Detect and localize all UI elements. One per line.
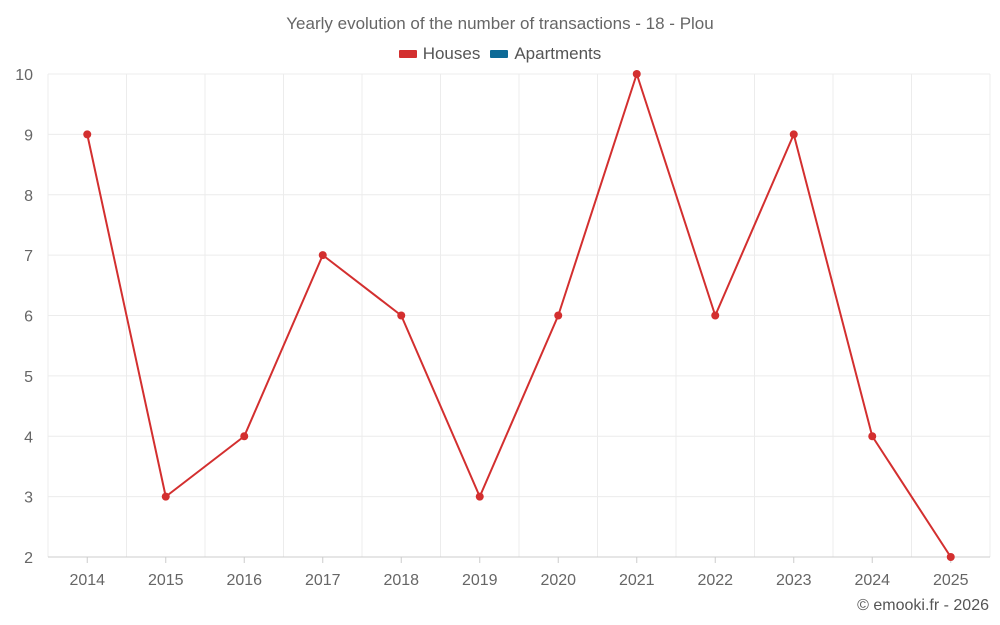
data-point-houses-2015 xyxy=(161,492,170,501)
legend-item-apartments[interactable]: Apartments xyxy=(490,44,601,64)
y-tick-label: 7 xyxy=(24,248,33,265)
series-line-houses xyxy=(86,73,952,558)
x-tick-label: 2014 xyxy=(69,572,105,589)
data-point-houses-2018 xyxy=(397,311,406,320)
x-tick-label: 2020 xyxy=(540,572,576,589)
x-tick-label: 2018 xyxy=(383,572,419,589)
legend-label-houses: Houses xyxy=(422,44,481,63)
y-tick-label: 6 xyxy=(24,309,33,326)
data-point-houses-2025 xyxy=(946,553,955,561)
y-tick-label: 9 xyxy=(24,127,33,144)
x-tick-label: 2019 xyxy=(462,572,498,589)
x-tick-label: 2015 xyxy=(148,572,184,589)
y-tick-label: 3 xyxy=(24,490,33,507)
chart-title: Yearly evolution of the number of transa… xyxy=(286,14,714,33)
y-tick-label: 8 xyxy=(24,188,33,205)
legend-label-apartments: Apartments xyxy=(514,44,602,63)
y-tick-label: 5 xyxy=(24,369,33,386)
data-point-houses-2021 xyxy=(632,70,641,78)
y-tick-label: 10 xyxy=(15,67,33,84)
data-point-houses-2017 xyxy=(318,251,327,260)
y-tick-label: 2 xyxy=(24,550,33,567)
legend-swatch-apartments xyxy=(490,50,509,58)
data-point-houses-2019 xyxy=(475,492,484,501)
x-tick-label: 2017 xyxy=(305,572,341,589)
data-point-houses-2016 xyxy=(240,432,249,441)
x-tick-label: 2021 xyxy=(619,572,655,589)
legend-swatch-houses xyxy=(398,50,417,58)
data-point-houses-2020 xyxy=(554,311,563,320)
legend-item-houses[interactable]: Houses xyxy=(398,44,481,64)
x-tick-label: 2023 xyxy=(776,572,812,589)
legend: Houses Apartments xyxy=(0,44,1000,64)
data-point-houses-2014 xyxy=(83,130,92,139)
data-point-houses-2023 xyxy=(789,130,798,139)
data-point-houses-2024 xyxy=(868,432,877,441)
y-tick-label: 4 xyxy=(24,429,33,446)
x-tick-label: 2016 xyxy=(226,572,262,589)
data-point-houses-2022 xyxy=(711,311,720,320)
x-tick-label: 2022 xyxy=(697,572,733,589)
x-tick-label: 2024 xyxy=(854,572,890,589)
credit-text: © emooki.fr - 2026 xyxy=(857,597,989,614)
x-tick-label: 2025 xyxy=(933,572,969,589)
